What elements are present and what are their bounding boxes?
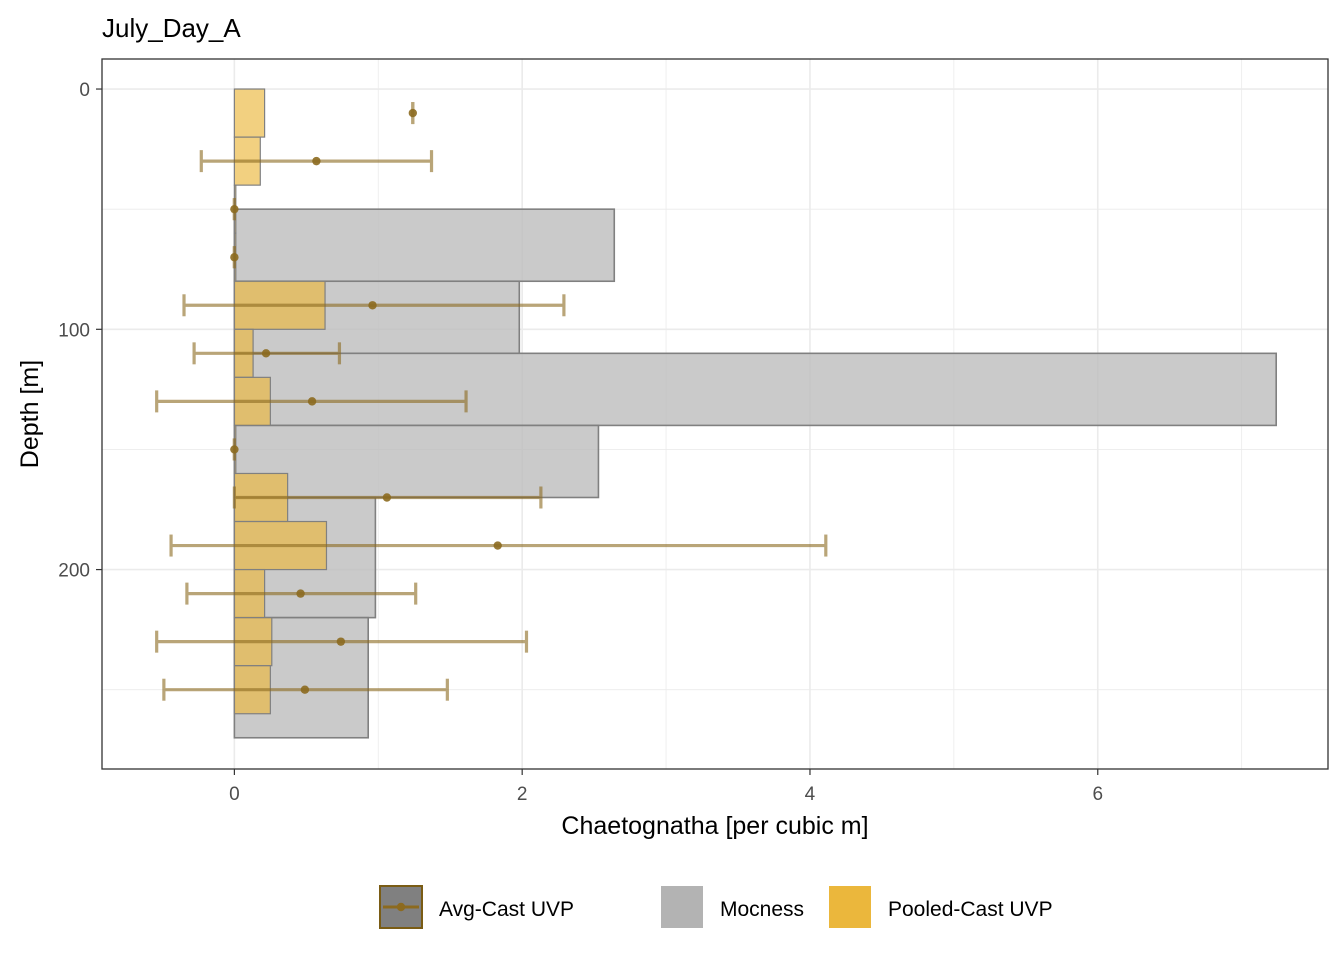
y-tick-label: 100	[58, 320, 90, 341]
mocness-bar	[233, 352, 1277, 427]
legend: Avg-Cast UVP Mocness Pooled-Cast UVP	[379, 885, 1053, 929]
avg-cast-point	[230, 253, 239, 262]
x-tick-label: 2	[517, 784, 528, 805]
pooled-uvp-bar	[233, 88, 266, 138]
avg-cast-point	[312, 156, 321, 166]
y-tick-label: 200	[58, 561, 90, 582]
x-tick-label: 4	[805, 784, 816, 805]
x-axis-title: Chaetognatha [per cubic m]	[561, 812, 868, 840]
legend-label: Mocness	[720, 898, 804, 921]
avg-cast-point	[493, 541, 502, 550]
avg-cast-point	[382, 493, 392, 502]
y-axis-ticks: 0 100 200	[58, 80, 102, 582]
legend-label: Avg-Cast UVP	[439, 898, 574, 921]
y-tick-label: 0	[79, 80, 90, 101]
x-axis-ticks: 0 2 4 6	[229, 769, 1103, 805]
avg-cast-point	[368, 301, 377, 310]
avg-cast-point	[296, 589, 305, 598]
y-axis-title: Depth [m]	[16, 360, 44, 468]
avg-cast-point	[230, 204, 239, 214]
avg-cast-point	[408, 108, 418, 118]
legend-key-mocness	[661, 886, 703, 928]
mocness-bar	[233, 208, 616, 283]
chart-title: July_Day_A	[102, 13, 241, 43]
avg-cast-uvp-points	[155, 102, 828, 701]
mocness-bar	[233, 424, 600, 499]
avg-cast-point	[300, 685, 310, 694]
legend-key-point	[396, 902, 406, 912]
panel-border	[101, 58, 1329, 770]
legend-label: Pooled-Cast UVP	[888, 898, 1053, 921]
x-tick-label: 6	[1092, 784, 1103, 805]
mocness-bars	[233, 208, 1277, 739]
avg-cast-point	[336, 637, 346, 646]
avg-cast-point	[261, 349, 271, 358]
avg-cast-point	[307, 397, 317, 406]
avg-cast-point	[230, 445, 239, 454]
legend-key-pooled-uvp	[829, 886, 871, 928]
x-tick-label: 0	[229, 784, 240, 805]
